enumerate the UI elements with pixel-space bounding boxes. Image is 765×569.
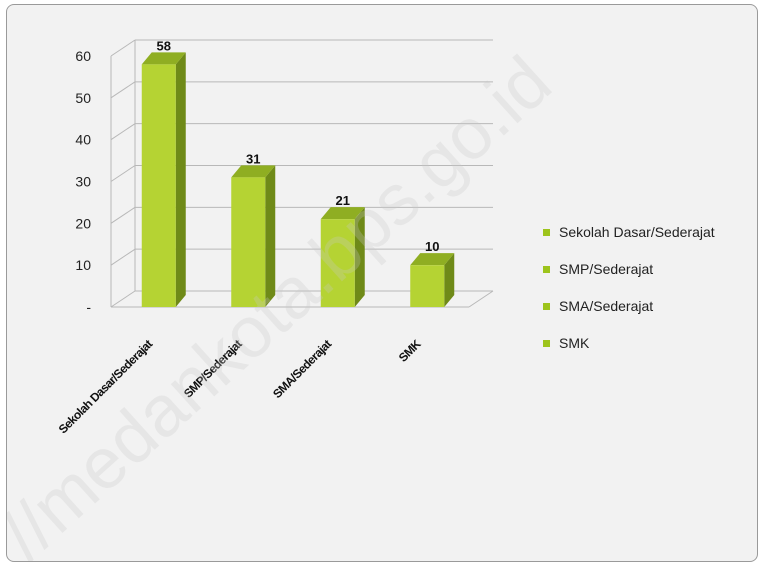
gridline-diagonal [110, 206, 136, 224]
bar-top [410, 253, 455, 266]
legend-marker [543, 229, 550, 236]
y-tick-label: 20 [75, 215, 91, 231]
bar-data-label: 58 [157, 38, 171, 53]
legend-marker [543, 340, 550, 347]
gridline-diagonal [110, 81, 136, 99]
bar-data-label: 21 [336, 193, 350, 208]
y-tick-label: 40 [75, 132, 91, 148]
y-tick-label: 60 [75, 48, 91, 64]
bar [410, 265, 445, 307]
chart-frame: 58 31 21 10 - 10 20 30 40 50 60 Sekolah Dasar/Sed… [6, 4, 758, 562]
bar-side [354, 207, 365, 307]
legend-marker [543, 303, 550, 310]
y-tick-label: 50 [75, 90, 91, 106]
floor-right-edge [468, 290, 494, 308]
legend-entry-label: Sekolah Dasar/Sederajat [559, 224, 715, 240]
y-tick-label: 30 [75, 174, 91, 190]
bar [141, 64, 176, 307]
bar-top [231, 165, 276, 178]
gridline-diagonal [110, 290, 136, 308]
y-tick-label: - [86, 299, 91, 315]
bars: 58 31 21 10 [141, 38, 455, 307]
gridline-diagonal [110, 248, 136, 266]
legend: Sekolah Dasar/Sederajat SMP/Sederajat SMA/… [543, 224, 715, 351]
bar [320, 219, 355, 307]
bar-data-label: 10 [425, 239, 439, 254]
legend-entry-label: SMA/Sederajat [559, 298, 653, 314]
bar-chart: 58 31 21 10 - 10 20 30 40 50 60 Sekolah Dasar/Sed… [7, 38, 715, 561]
gridline-diagonal [110, 165, 136, 182]
gridline-diagonal [110, 39, 136, 57]
bar-top [320, 207, 365, 220]
legend-entry-label: SMK [559, 335, 590, 351]
bar-top [141, 52, 186, 65]
bar-data-label: 31 [246, 151, 260, 166]
y-axis-ticks: - 10 20 30 40 50 60 [75, 48, 91, 315]
legend-marker [543, 266, 550, 273]
bar-side [444, 253, 455, 307]
bar [231, 177, 266, 307]
x-category-label: SMK [396, 337, 424, 365]
gridline-diagonal [110, 123, 136, 141]
legend-entry-label: SMP/Sederajat [559, 261, 653, 277]
y-tick-label: 10 [75, 257, 91, 273]
bar-side [265, 165, 276, 307]
bar-side [175, 52, 186, 307]
